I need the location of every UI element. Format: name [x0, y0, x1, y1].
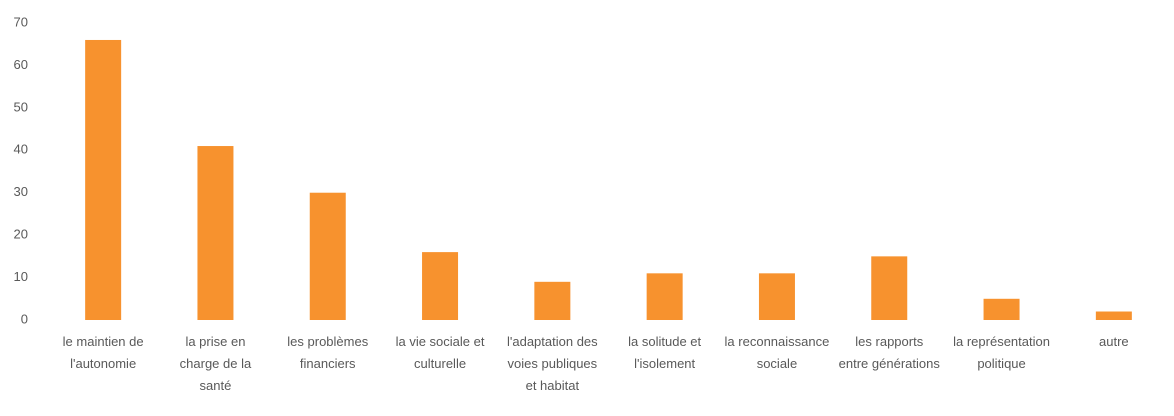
y-tick-label: 50: [14, 99, 28, 114]
y-tick-label: 40: [14, 142, 28, 157]
bar: [85, 39, 122, 320]
x-tick-label: les problèmes financiers: [287, 334, 368, 371]
bar: [1095, 311, 1132, 320]
x-tick-label: la prise en charge de la santé: [180, 334, 252, 393]
y-tick-label: 0: [21, 311, 28, 326]
x-tick-label: l'adaptation des voies publiques et habita…: [507, 334, 598, 393]
bar: [309, 192, 346, 320]
x-tick-label: la solitude et l'isolement: [628, 334, 701, 371]
bar: [646, 273, 683, 320]
y-tick-label: 20: [14, 227, 28, 242]
bar: [758, 273, 795, 320]
bar: [534, 281, 571, 320]
x-tick-label: la reconnaissance sociale: [725, 334, 830, 371]
y-tick-label: 30: [14, 184, 28, 199]
y-tick-label: 70: [14, 14, 28, 29]
y-tick-label: 10: [14, 269, 28, 284]
x-tick-label: la représentation politique: [953, 334, 1050, 371]
x-tick-label: les rapports entre générations: [839, 334, 941, 371]
y-tick-label: 60: [14, 57, 28, 72]
x-tick-label: le maintien de l'autonomie: [63, 334, 144, 371]
bar: [871, 256, 908, 320]
bar: [983, 298, 1020, 320]
bar: [197, 146, 234, 320]
bar: [422, 252, 459, 320]
x-tick-label: la vie sociale et culturelle: [396, 334, 485, 371]
x-tick-label: autre: [1099, 334, 1129, 349]
